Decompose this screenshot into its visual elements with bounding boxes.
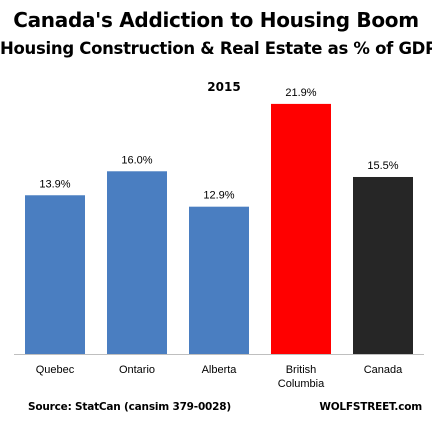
bar	[271, 103, 331, 354]
bar	[353, 176, 413, 354]
category-label: Columbia	[278, 378, 325, 390]
category-label: British	[286, 364, 317, 376]
brand-label: WOLFSTREET.com	[319, 401, 422, 413]
category-label: Canada	[364, 364, 403, 376]
chart-subtitle: Housing Construction & Real Estate as % …	[0, 39, 432, 58]
data-label: 12.9%	[203, 190, 234, 202]
chart-year: 2015	[207, 80, 241, 94]
category-label: Alberta	[202, 364, 238, 376]
bar	[25, 195, 85, 354]
data-label: 13.9%	[39, 178, 70, 190]
data-label: 15.5%	[367, 160, 398, 172]
category-label: Ontario	[119, 364, 155, 376]
bar	[189, 206, 249, 354]
bar	[107, 171, 167, 354]
data-label: 21.9%	[285, 87, 316, 99]
source-note: Source: StatCan (cansim 379-0028)	[28, 401, 231, 413]
chart-title: Canada's Addiction to Housing Boom	[13, 8, 419, 32]
data-label: 16.0%	[121, 154, 152, 166]
category-label: Quebec	[36, 364, 75, 376]
